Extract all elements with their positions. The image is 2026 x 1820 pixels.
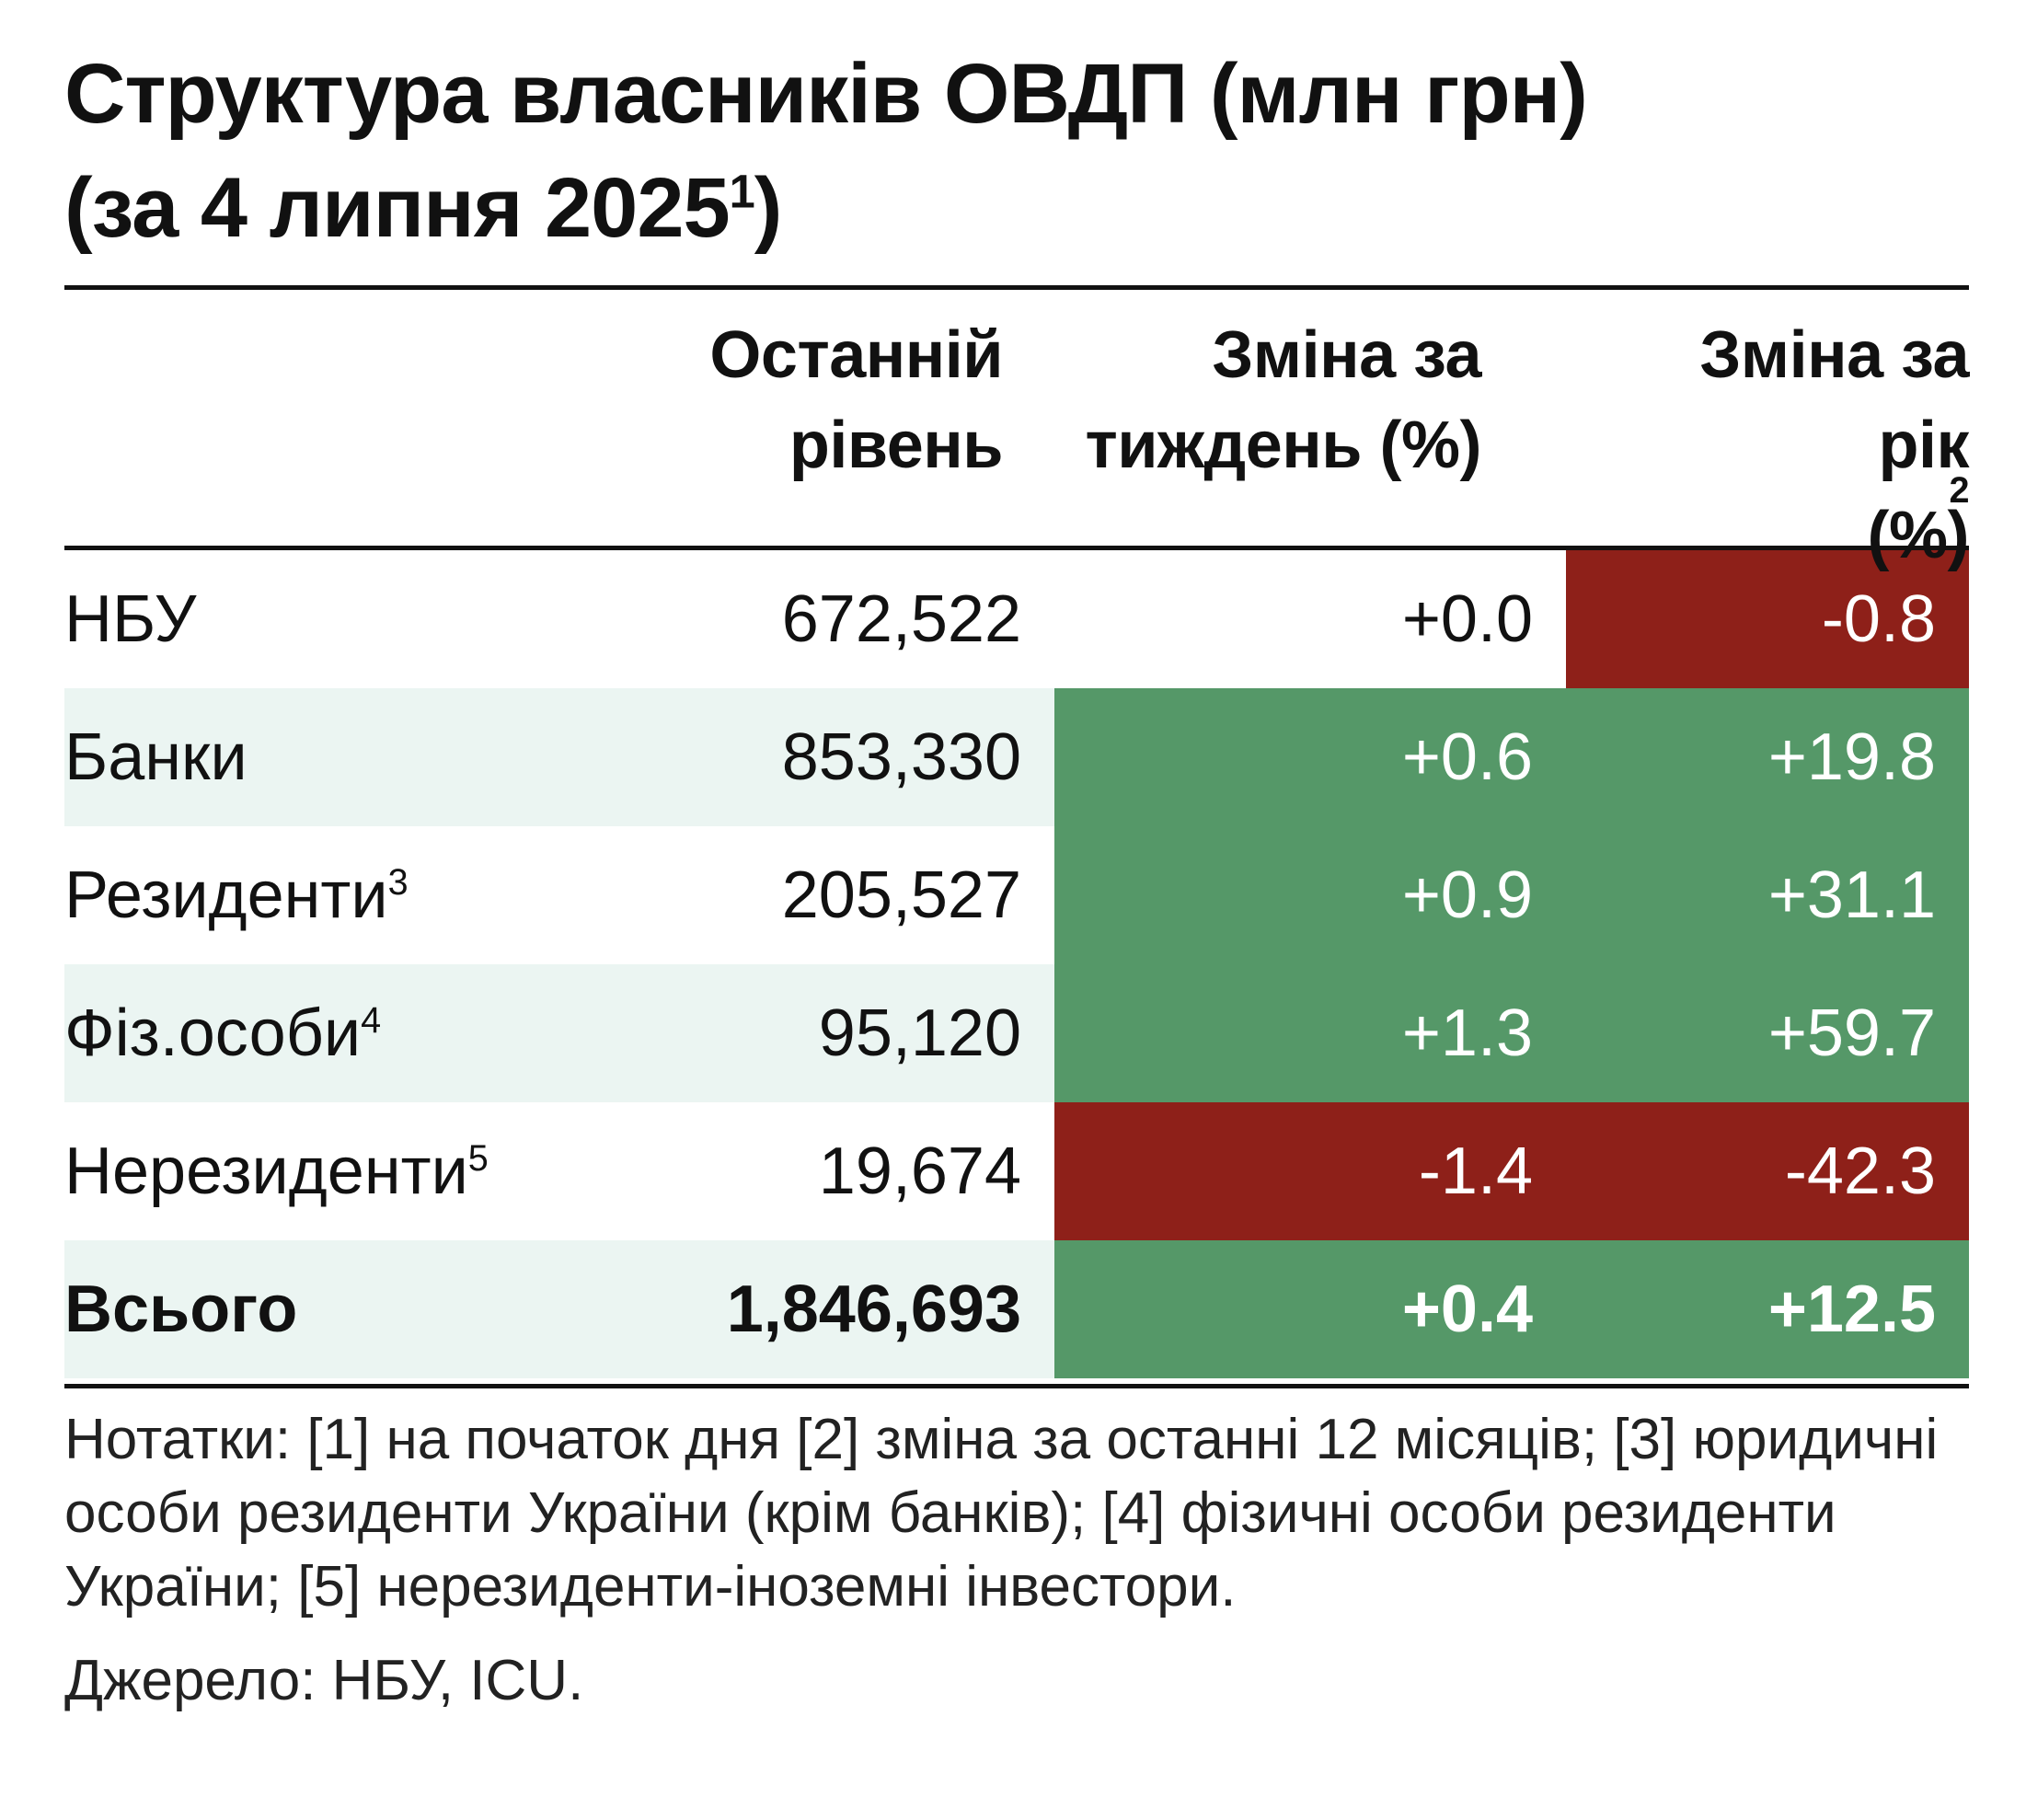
row-year-change: -0.8: [1566, 550, 1969, 688]
table-total-row: Всього 1,846,693 +0.4 +12.5: [64, 1240, 1969, 1378]
row-label: Всього: [64, 1240, 469, 1378]
row-level-value: 853,330: [469, 688, 1054, 826]
header-week-line-1: Зміна за: [1212, 318, 1481, 392]
table-row: Нерезиденти5 19,674 -1.4 -42.3: [64, 1102, 1969, 1240]
title-close-paren: ): [754, 161, 783, 255]
row-level-value: 95,120: [469, 964, 1054, 1102]
notes-text: Нотатки: [1] на початок дня [2] зміна за…: [64, 1408, 1939, 1618]
row-year-change: +31.1: [1566, 826, 1969, 964]
row-label: НБУ: [64, 550, 469, 688]
row-level-value: 205,527: [781, 858, 1021, 932]
title-date: (за 4 липня 2025: [64, 161, 731, 255]
header-week-line-2: тиждень (%): [1085, 409, 1481, 482]
header-level-line-2: рівень: [789, 409, 1004, 482]
source-text: Джерело: НБУ, ICU.: [64, 1649, 584, 1712]
row-week-change: +0.0: [1054, 550, 1566, 688]
row-label: Нерезиденти5: [64, 1102, 489, 1240]
row-year-change: +12.5: [1566, 1240, 1969, 1378]
row-year-change: -42.3: [1566, 1102, 1969, 1240]
row-year-change: +19.8: [1566, 688, 1969, 826]
row-week-change: +1.3: [1054, 964, 1566, 1102]
chart-page: Структура власників ОВДП (млн грн) (за 4…: [64, 37, 1970, 1718]
row-footnote-mark: 5: [467, 1138, 489, 1179]
row-label-text: Резиденти: [64, 858, 388, 932]
header-year-unit: (%): [1867, 499, 1970, 572]
header-year-line-2: рік 2 (%): [1527, 400, 1970, 581]
chart-title: Структура власників ОВДП (млн грн) (за 4…: [64, 37, 1969, 265]
table-row: Резиденти3 205,527 +0.9 +31.1: [64, 826, 1969, 964]
bottom-rule: [64, 1384, 1969, 1388]
row-level-value: 1,846,693: [469, 1240, 1054, 1378]
row-footnote-mark: 3: [387, 862, 409, 903]
table-row: НБУ 672,522 +0.0 -0.8: [64, 550, 1969, 688]
title-line-2: (за 4 липня 20251): [64, 151, 1969, 265]
header-year-line-1: Зміна за: [1699, 318, 1969, 392]
row-footnote-mark: 4: [361, 1000, 382, 1041]
top-rule: [64, 285, 1969, 290]
header-year: Зміна за рік 2 (%): [1527, 310, 1969, 581]
row-level-value: 19,674: [818, 1135, 1021, 1208]
row-label: Резиденти3: [64, 826, 469, 964]
row-week-change: +0.9: [1054, 826, 1566, 964]
row-label-text: Нерезиденти: [64, 1135, 468, 1208]
table-body: НБУ 672,522 +0.0 -0.8 Банки 853,330 +0.6 +19.8 Р…: [64, 550, 1969, 1378]
row-week-change: +0.4: [1054, 1240, 1566, 1378]
header-level: Останній рівень: [672, 310, 1003, 490]
data-table: НБУ 672,522 +0.0 -0.8 Банки 853,330 +0.6 +19.8 Р…: [64, 550, 1969, 1378]
row-label-text: Фіз.особи: [64, 996, 362, 1070]
row-label: Банки: [64, 688, 469, 826]
table-header: Останній рівень Зміна за тиждень (%) Змі…: [64, 290, 1969, 572]
title-line-1: Структура власників ОВДП (млн грн): [64, 47, 1588, 141]
table-row: Банки 853,330 +0.6 +19.8: [64, 688, 1969, 826]
header-week: Зміна за тиждень (%): [1040, 310, 1481, 490]
row-label-text: Всього: [64, 1273, 298, 1346]
row-week-change: -1.4: [1054, 1102, 1566, 1240]
row-level-value: 672,522: [781, 582, 1021, 656]
row-week-change: +0.6: [1054, 688, 1566, 826]
header-year-word: рік: [1878, 409, 1969, 482]
title-footnote-mark: 1: [729, 165, 755, 218]
row-label: Фіз.особи4: [64, 964, 469, 1102]
table-row: Фіз.особи4 95,120 +1.3 +59.7: [64, 964, 1969, 1102]
header-level-line-1: Останній: [709, 318, 1003, 392]
header-rule: [64, 546, 1969, 550]
row-year-change: +59.7: [1566, 964, 1969, 1102]
row-label-text: НБУ: [64, 582, 197, 656]
row-label-text: Банки: [64, 720, 247, 794]
